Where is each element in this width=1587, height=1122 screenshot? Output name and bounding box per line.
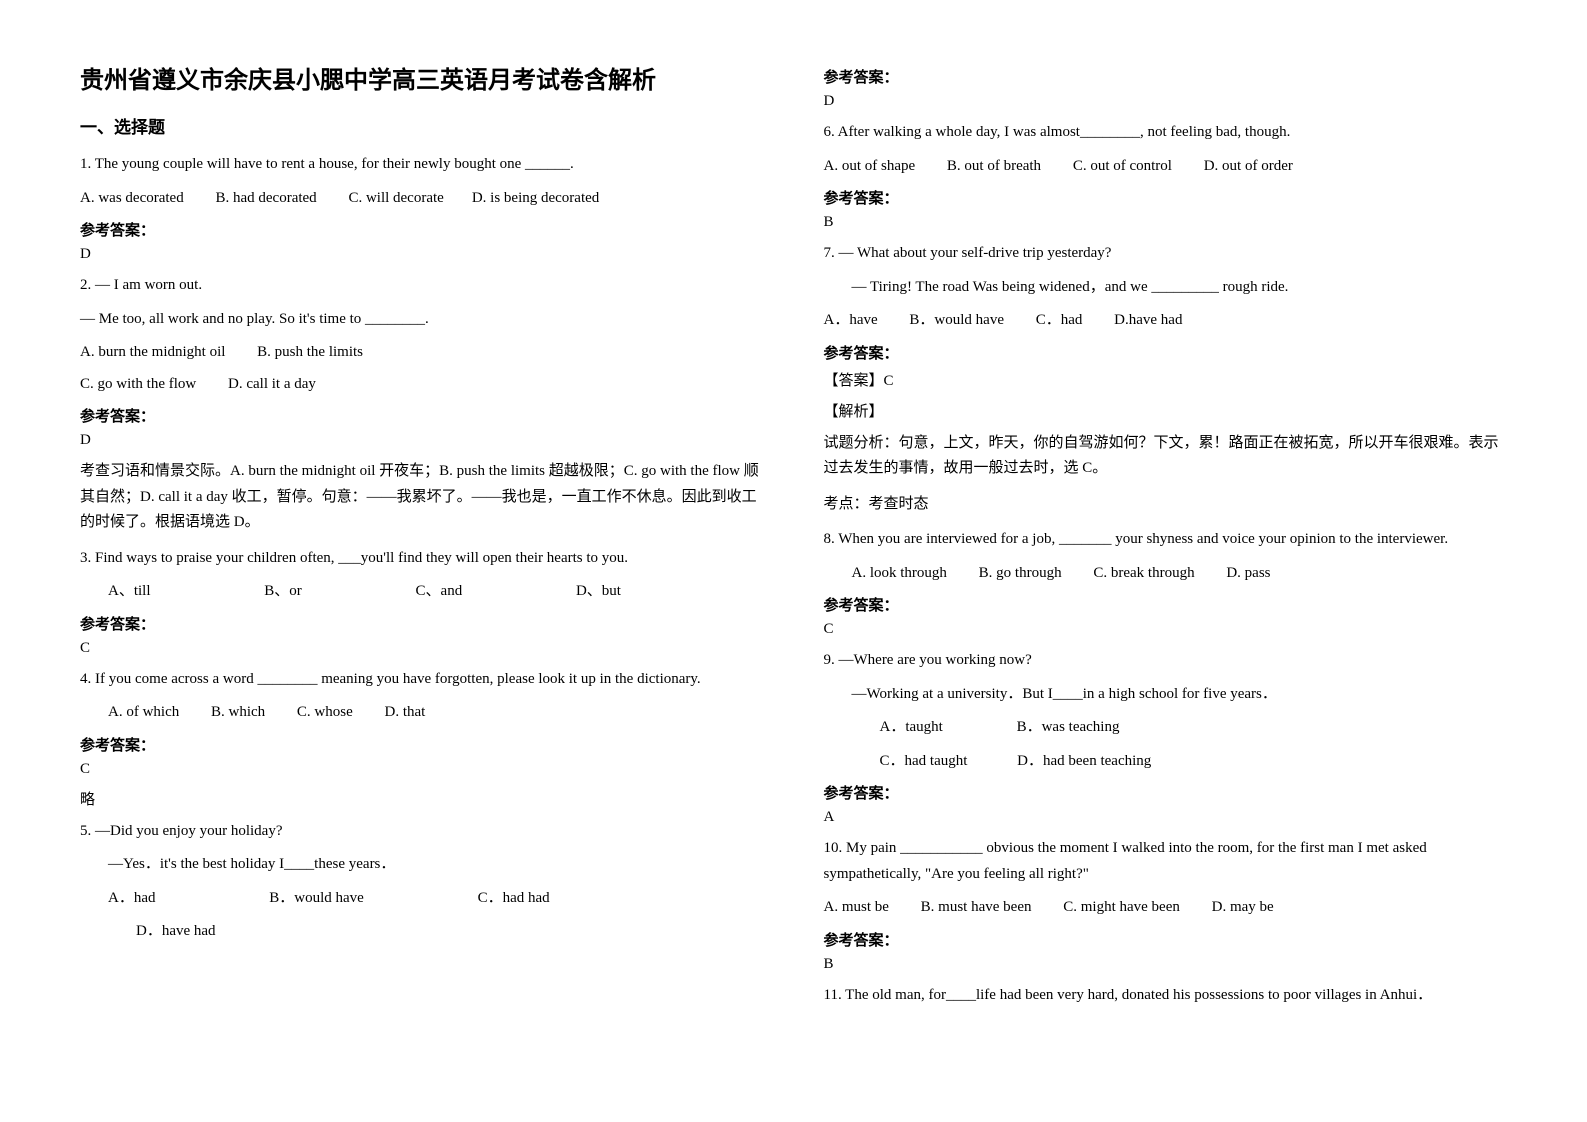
q7-optD: D.have had xyxy=(1114,312,1182,328)
q5-ans-label: 参考答案： xyxy=(824,66,1508,87)
q3-ans: C xyxy=(80,640,764,657)
q7-line1: 7. — What about your self-drive trip yes… xyxy=(824,241,1508,267)
q6-optC: C. out of control xyxy=(1073,158,1172,174)
q8-text: 8. When you are interviewed for a job, _… xyxy=(824,527,1508,553)
q9-optD: D．had been teaching xyxy=(1017,753,1151,769)
q9-options-ab: A．taught B．was teaching xyxy=(824,715,1508,741)
q9-ans-label: 参考答案： xyxy=(824,782,1508,803)
q2-optD: D. call it a day xyxy=(228,376,316,392)
q4-options: A. of which B. which C. whose D. that xyxy=(80,700,764,726)
q8-optC: C. break through xyxy=(1093,565,1194,581)
q8-text-span: 8. When you are interviewed for a job, _… xyxy=(824,531,1449,547)
q2-optA: A. burn the midnight oil xyxy=(80,344,225,360)
q10-optB: B. must have been xyxy=(921,899,1032,915)
q7-optC: C．had xyxy=(1036,312,1083,328)
q6-optD: D. out of order xyxy=(1204,158,1293,174)
q6-optA: A. out of shape xyxy=(824,158,916,174)
q7-optB: B．would have xyxy=(909,312,1004,328)
q7-exp-tag: 【解析】 xyxy=(824,400,1508,421)
q9-line1: 9. —Where are you working now? xyxy=(824,648,1508,674)
q7-exp2: 考点：考查时态 xyxy=(824,492,1508,518)
q5-line2: —Yes．it's the best holiday I____these ye… xyxy=(80,852,764,878)
q4-note: 略 xyxy=(80,788,764,809)
q5-optC: C．had had xyxy=(478,890,550,906)
q5-options-abc: A．had B．would have C．had had xyxy=(80,886,764,912)
q4-optA: A. of which xyxy=(108,704,179,720)
left-column: 贵州省遵义市余庆县小腮中学高三英语月考试卷含解析 一、选择题 1. The yo… xyxy=(50,60,794,1062)
q5-optD: D．have had xyxy=(136,923,216,939)
q4-text: 4. If you come across a word ________ me… xyxy=(80,667,764,693)
q7-exp1: 试题分析：句意，上文，昨天，你的自驾游如何？下文，累！路面正在被拓宽，所以开车很… xyxy=(824,431,1508,482)
q6-optB: B. out of breath xyxy=(947,158,1041,174)
q1-optD: D. is being decorated xyxy=(472,190,599,206)
q11-text: 11. The old man, for____life had been ve… xyxy=(824,983,1508,1009)
q2-optB: B. push the limits xyxy=(257,344,363,360)
q4-optD: D. that xyxy=(385,704,426,720)
q4-ans-label: 参考答案： xyxy=(80,734,764,755)
q3-options: A、till B、or C、and D、but xyxy=(80,579,764,605)
q4-ans: C xyxy=(80,761,764,778)
q7-options: A．have B．would have C．had D.have had xyxy=(824,308,1508,334)
q8-optD: D. pass xyxy=(1226,565,1270,581)
q6-ans-label: 参考答案： xyxy=(824,187,1508,208)
q10-ans-label: 参考答案： xyxy=(824,929,1508,950)
q6-options: A. out of shape B. out of breath C. out … xyxy=(824,154,1508,180)
q2-options-cd: C. go with the flow D. call it a day xyxy=(80,372,764,398)
q10-optA: A. must be xyxy=(824,899,889,915)
q3-text: 3. Find ways to praise your children oft… xyxy=(80,546,764,572)
q10-text: 10. My pain ___________ obvious the mome… xyxy=(824,836,1508,887)
q5-optB: B．would have xyxy=(269,890,364,906)
q2-optC: C. go with the flow xyxy=(80,376,196,392)
q2-options-ab: A. burn the midnight oil B. push the lim… xyxy=(80,340,764,366)
q9-ans: A xyxy=(824,809,1508,826)
q3-optA: A、till xyxy=(108,583,151,599)
q1-options: A. was decorated B. had decorated C. wil… xyxy=(80,186,764,212)
q1-optB: B. had decorated xyxy=(215,190,316,206)
q9-optA: A．taught xyxy=(880,719,943,735)
q7-ans-label: 参考答案： xyxy=(824,342,1508,363)
q3-ans-label: 参考答案： xyxy=(80,613,764,634)
q5-line1: 5. —Did you enjoy your holiday? xyxy=(80,819,764,845)
q8-optA: A. look through xyxy=(852,565,947,581)
q6-ans: B xyxy=(824,214,1508,231)
q8-optB: B. go through xyxy=(979,565,1062,581)
q7-line2: — Tiring! The road Was being widened，and… xyxy=(824,275,1508,301)
q8-ans-label: 参考答案： xyxy=(824,594,1508,615)
q10-optD: D. may be xyxy=(1212,899,1274,915)
q1-text: 1. The young couple will have to rent a … xyxy=(80,152,764,178)
q4-optC: C. whose xyxy=(297,704,353,720)
q9-optC: C．had taught xyxy=(880,753,968,769)
right-column: 参考答案： D 6. After walking a whole day, I … xyxy=(794,60,1538,1062)
page-title: 贵州省遵义市余庆县小腮中学高三英语月考试卷含解析 xyxy=(80,60,764,95)
q4-optB: B. which xyxy=(211,704,265,720)
q2-line2: — Me too, all work and no play. So it's … xyxy=(80,307,764,333)
section-header: 一、选择题 xyxy=(80,113,764,138)
q1-ans: D xyxy=(80,246,764,263)
q3-optD: D、but xyxy=(576,583,621,599)
q9-options-cd: C．had taught D．had been teaching xyxy=(824,749,1508,775)
q1-ans-label: 参考答案： xyxy=(80,219,764,240)
q9-optB: B．was teaching xyxy=(1017,719,1120,735)
q7-ans-tag: 【答案】C xyxy=(824,369,1508,390)
q8-ans: C xyxy=(824,621,1508,638)
q1-optA: A. was decorated xyxy=(80,190,184,206)
q8-options: A. look through B. go through C. break t… xyxy=(824,561,1508,587)
q1-optC: C. will decorate xyxy=(348,190,443,206)
q5-options-d: D．have had xyxy=(80,919,764,945)
q2-line1: 2. — I am worn out. xyxy=(80,273,764,299)
q7-optA: A．have xyxy=(824,312,878,328)
q3-optB: B、or xyxy=(264,583,302,599)
q9-line2: —Working at a university．But I____in a h… xyxy=(824,682,1508,708)
q10-options: A. must be B. must have been C. might ha… xyxy=(824,895,1508,921)
q2-ans: D xyxy=(80,432,764,449)
q10-ans: B xyxy=(824,956,1508,973)
q6-text: 6. After walking a whole day, I was almo… xyxy=(824,120,1508,146)
q5-ans: D xyxy=(824,93,1508,110)
q10-optC: C. might have been xyxy=(1063,899,1180,915)
q3-optC: C、and xyxy=(416,583,463,599)
q2-ans-label: 参考答案： xyxy=(80,405,764,426)
q5-optA: A．had xyxy=(108,890,156,906)
q2-exp: 考查习语和情景交际。A. burn the midnight oil 开夜车；B… xyxy=(80,459,764,536)
